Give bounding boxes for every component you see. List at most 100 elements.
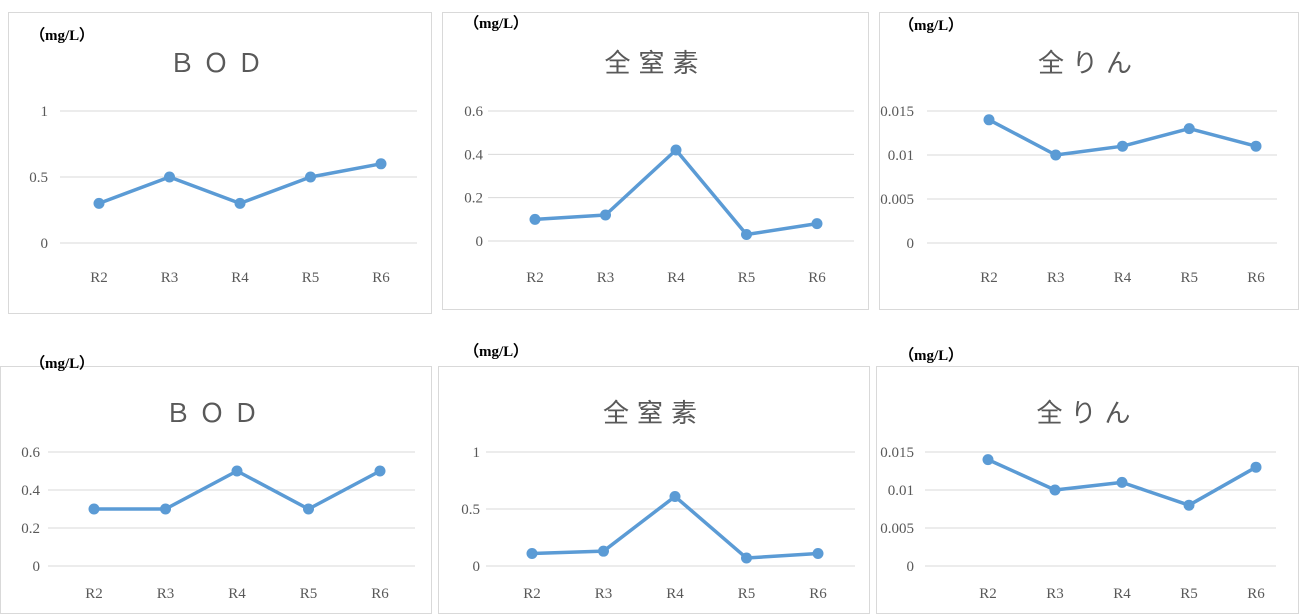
data-point xyxy=(234,197,246,209)
y-tick-label: 0 xyxy=(476,234,484,250)
y-tick-label: 0.5 xyxy=(29,170,48,186)
data-point xyxy=(526,547,538,559)
y-tick-label: 0.005 xyxy=(880,192,914,208)
x-tick-label: R3 xyxy=(157,586,175,602)
chart-title: ＢＯＤ xyxy=(164,399,267,429)
data-point xyxy=(811,218,823,230)
y-tick-label: 0.015 xyxy=(880,104,914,120)
x-tick-label: R5 xyxy=(738,586,756,602)
chart-title: 全りん xyxy=(1036,399,1139,429)
x-tick-label: R6 xyxy=(372,270,390,286)
x-tick-label: R4 xyxy=(1114,270,1132,286)
x-tick-label: R6 xyxy=(809,586,827,602)
x-tick-label: R5 xyxy=(738,270,756,286)
x-tick-label: R6 xyxy=(371,586,389,602)
data-point xyxy=(1050,149,1062,161)
x-tick-label: R3 xyxy=(161,270,179,286)
chart-title: ＢＯＤ xyxy=(168,49,271,79)
x-tick-label: R4 xyxy=(228,586,246,602)
y-tick-label: 0 xyxy=(41,236,49,252)
y-tick-label: 0.2 xyxy=(21,521,40,537)
x-tick-label: R2 xyxy=(979,586,997,602)
data-point xyxy=(88,503,100,515)
y-tick-label: 0.6 xyxy=(464,104,483,120)
y-tick-label: 1 xyxy=(41,104,49,120)
y-tick-label: 0.4 xyxy=(21,483,40,499)
data-point xyxy=(1250,140,1262,152)
data-point xyxy=(160,503,171,515)
data-point xyxy=(529,213,541,225)
data-point xyxy=(1117,140,1128,152)
y-tick-label: 0.005 xyxy=(880,521,914,537)
chart-title: 全りん xyxy=(1037,49,1140,79)
x-tick-label: R4 xyxy=(667,270,685,286)
x-tick-label: R5 xyxy=(1180,586,1198,602)
unit-label: （mg/L） xyxy=(30,356,95,372)
unit-label: （mg/L） xyxy=(464,344,529,360)
y-tick-label: 1 xyxy=(473,445,481,461)
x-tick-label: R2 xyxy=(90,270,108,286)
x-tick-label: R5 xyxy=(1180,270,1198,286)
chart-title: 全窒素 xyxy=(604,49,707,79)
x-tick-label: R3 xyxy=(597,270,615,286)
y-tick-label: 0 xyxy=(33,559,41,575)
y-tick-label: 0 xyxy=(907,236,915,252)
chart-panel-5: 全窒素 xyxy=(438,366,870,614)
data-point xyxy=(669,490,681,502)
data-point xyxy=(1250,461,1262,473)
x-tick-label: R6 xyxy=(808,270,826,286)
data-point xyxy=(231,465,243,477)
x-tick-label: R6 xyxy=(1247,270,1265,286)
data-point xyxy=(982,454,994,466)
x-tick-label: R2 xyxy=(526,270,544,286)
y-tick-label: 0.5 xyxy=(461,502,480,518)
y-tick-label: 0 xyxy=(907,559,915,575)
data-point xyxy=(375,158,387,170)
data-point xyxy=(983,114,995,126)
x-tick-label: R3 xyxy=(595,586,613,602)
y-tick-label: 0.01 xyxy=(888,483,914,499)
y-tick-label: 0 xyxy=(473,559,481,575)
chart-panel-2: 全窒素 xyxy=(442,12,869,310)
unit-label: （mg/L） xyxy=(899,18,964,34)
x-tick-label: R6 xyxy=(1247,586,1265,602)
y-tick-label: 0.2 xyxy=(464,191,483,207)
data-point xyxy=(303,503,314,515)
data-point xyxy=(741,229,752,240)
unit-label: （mg/L） xyxy=(30,28,95,44)
data-point xyxy=(164,171,175,183)
unit-label: （mg/L） xyxy=(464,16,529,32)
data-point xyxy=(741,552,752,564)
x-tick-label: R3 xyxy=(1046,586,1064,602)
x-tick-label: R4 xyxy=(231,270,249,286)
y-tick-label: 0.4 xyxy=(464,147,483,163)
data-point xyxy=(670,144,682,156)
x-tick-label: R2 xyxy=(980,270,998,286)
unit-label: （mg/L） xyxy=(899,348,964,364)
x-tick-label: R5 xyxy=(302,270,320,286)
chart-title: 全窒素 xyxy=(602,399,705,429)
series-line xyxy=(97,162,383,206)
data-point xyxy=(600,209,611,221)
series-line xyxy=(530,494,820,560)
data-point xyxy=(93,197,105,209)
data-point xyxy=(598,545,609,557)
x-tick-label: R5 xyxy=(300,586,318,602)
data-point xyxy=(1116,476,1128,488)
data-point xyxy=(374,465,386,477)
chart-panel-3: 全りん xyxy=(879,12,1299,310)
x-tick-label: R4 xyxy=(1113,586,1131,602)
data-point xyxy=(1049,484,1061,496)
data-point xyxy=(1183,499,1195,511)
y-tick-label: 0.01 xyxy=(888,148,914,164)
series-line xyxy=(533,148,819,237)
y-tick-label: 0.015 xyxy=(880,445,914,461)
chart-panel-1: ＢＯＤ xyxy=(8,12,432,314)
y-tick-label: 0.6 xyxy=(21,445,40,461)
data-point xyxy=(305,171,316,183)
data-point xyxy=(1183,123,1195,135)
x-tick-label: R2 xyxy=(523,586,541,602)
x-tick-label: R4 xyxy=(666,586,684,602)
data-point xyxy=(812,547,824,559)
